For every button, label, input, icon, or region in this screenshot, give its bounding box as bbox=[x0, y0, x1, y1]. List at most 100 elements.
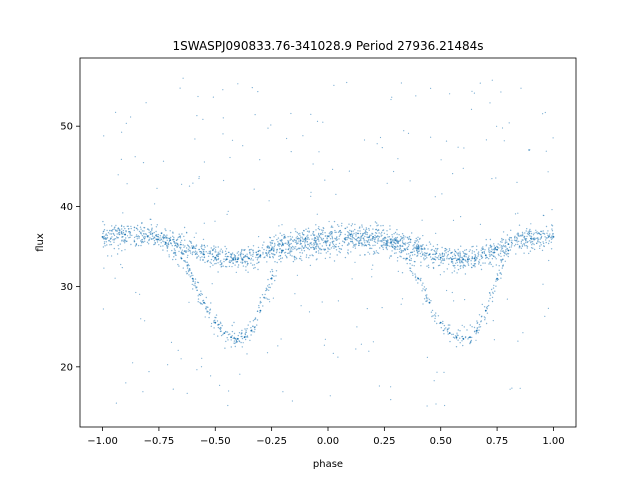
outlier-point bbox=[310, 195, 312, 197]
outlier-point bbox=[491, 178, 493, 180]
data-point bbox=[136, 224, 139, 227]
data-point bbox=[300, 255, 302, 258]
data-point bbox=[484, 317, 486, 319]
data-point bbox=[489, 255, 491, 258]
data-point bbox=[247, 246, 250, 248]
outlier-point bbox=[126, 183, 128, 185]
data-point bbox=[319, 243, 321, 245]
data-point bbox=[351, 236, 353, 238]
data-point bbox=[189, 276, 191, 278]
data-point bbox=[166, 247, 169, 249]
outlier-point bbox=[332, 352, 334, 354]
data-point bbox=[459, 330, 461, 332]
data-point bbox=[202, 259, 204, 261]
data-point bbox=[167, 237, 169, 239]
data-point bbox=[175, 254, 177, 256]
data-point bbox=[498, 247, 500, 249]
outlier-point bbox=[162, 160, 165, 162]
data-point bbox=[339, 234, 341, 236]
data-point bbox=[113, 234, 116, 237]
data-point bbox=[194, 278, 197, 280]
data-point bbox=[521, 245, 524, 248]
data-point bbox=[183, 260, 185, 262]
data-point bbox=[530, 241, 532, 243]
data-point bbox=[217, 255, 219, 257]
data-point bbox=[395, 241, 397, 243]
data-point bbox=[451, 258, 453, 261]
data-point bbox=[503, 255, 505, 257]
outlier-point bbox=[115, 402, 117, 404]
data-point bbox=[210, 325, 212, 327]
data-point bbox=[155, 238, 157, 240]
data-point bbox=[443, 254, 446, 256]
data-point bbox=[435, 252, 437, 254]
data-point bbox=[459, 255, 462, 257]
data-point bbox=[314, 240, 317, 242]
x-axis-ticks: −1.00 −0.75 −0.50 −0.25 0.00 0.25 0.50 0.75 1.00 bbox=[87, 427, 565, 447]
data-point bbox=[203, 253, 205, 256]
data-point bbox=[220, 260, 222, 262]
data-point bbox=[282, 243, 284, 246]
data-point bbox=[415, 237, 417, 240]
outlier-point bbox=[443, 371, 445, 373]
data-point bbox=[346, 238, 348, 241]
data-point bbox=[395, 252, 397, 254]
data-point bbox=[492, 251, 494, 254]
data-point bbox=[331, 225, 333, 227]
data-point bbox=[329, 248, 331, 250]
data-point bbox=[459, 253, 461, 255]
data-point bbox=[245, 260, 247, 263]
data-point bbox=[259, 256, 262, 258]
data-point bbox=[158, 244, 160, 246]
x-tick-label: −0.75 bbox=[144, 436, 175, 447]
data-point bbox=[369, 225, 372, 227]
data-point bbox=[465, 249, 468, 251]
data-point bbox=[227, 333, 230, 336]
outlier-point bbox=[258, 236, 260, 238]
data-point bbox=[162, 240, 164, 242]
data-point bbox=[140, 228, 142, 230]
data-point bbox=[317, 233, 320, 236]
outlier-point bbox=[117, 174, 119, 176]
data-point bbox=[508, 246, 511, 248]
data-point bbox=[287, 248, 290, 251]
data-point bbox=[411, 254, 414, 256]
data-point bbox=[268, 254, 271, 256]
data-point bbox=[184, 239, 186, 241]
data-point bbox=[163, 234, 165, 236]
outlier-point bbox=[231, 266, 233, 268]
data-point bbox=[451, 255, 454, 258]
data-point bbox=[219, 264, 221, 266]
data-point bbox=[163, 241, 165, 243]
data-point bbox=[178, 265, 180, 267]
outlier-point bbox=[539, 247, 541, 249]
data-point bbox=[346, 226, 348, 228]
data-point bbox=[270, 244, 272, 246]
data-point bbox=[450, 261, 453, 263]
data-point bbox=[445, 327, 447, 329]
data-point bbox=[418, 247, 421, 249]
data-point bbox=[421, 245, 423, 247]
data-point bbox=[250, 327, 252, 329]
data-point bbox=[236, 337, 239, 340]
data-point bbox=[499, 272, 502, 274]
data-point bbox=[550, 248, 553, 250]
outlier-point bbox=[388, 257, 391, 259]
data-point bbox=[296, 248, 298, 250]
data-point bbox=[348, 223, 350, 225]
data-point bbox=[259, 309, 262, 312]
data-point bbox=[394, 239, 397, 242]
data-point bbox=[213, 327, 215, 329]
outlier-point bbox=[144, 320, 146, 322]
data-point bbox=[109, 233, 111, 235]
data-point bbox=[174, 244, 177, 247]
data-point bbox=[321, 245, 323, 247]
data-point bbox=[417, 253, 419, 255]
data-point bbox=[250, 257, 253, 260]
data-point bbox=[275, 234, 277, 236]
data-point bbox=[358, 241, 360, 243]
data-point bbox=[505, 250, 507, 253]
data-point bbox=[284, 237, 287, 239]
data-point bbox=[471, 336, 473, 339]
data-point bbox=[477, 252, 479, 255]
